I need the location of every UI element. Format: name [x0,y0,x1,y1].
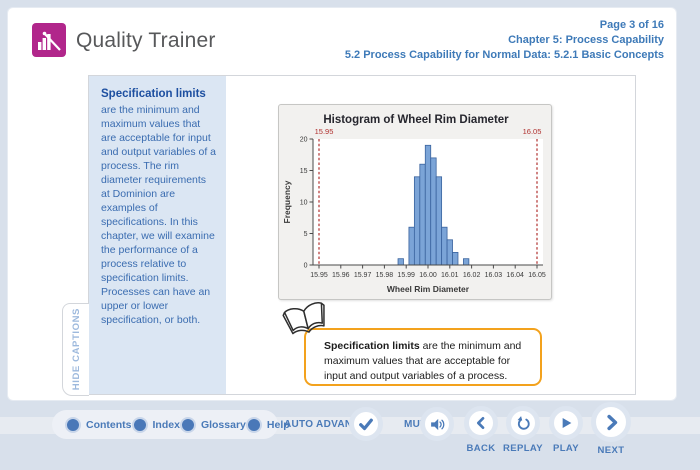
help-bullet-icon [245,416,262,433]
replay-button-group: REPLAY [493,406,553,454]
page-location-info: Page 3 of 16 Chapter 5: Process Capabili… [345,18,664,63]
hide-captions-tab[interactable]: HIDE CAPTIONS [62,303,89,396]
back-label: BACK [466,443,496,454]
page-indicator: Page 3 of 16 [599,19,664,31]
index-bullet-icon [131,416,148,433]
checkmark-icon [359,418,373,431]
svg-text:16.03: 16.03 [485,272,503,279]
back-button-group: BACK [451,406,511,454]
play-button-group: PLAY [536,406,596,454]
next-button-group: NEXT [581,402,641,456]
svg-text:Histogram of Wheel Rim Diamete: Histogram of Wheel Rim Diameter [323,114,509,126]
play-icon [562,418,572,428]
svg-text:16.01: 16.01 [441,272,459,279]
svg-text:16.05: 16.05 [528,272,546,279]
definition-text: Specification limits are the minimum and… [324,339,530,384]
svg-text:15.99: 15.99 [397,272,415,279]
svg-text:20: 20 [300,137,308,144]
svg-text:Frequency: Frequency [282,180,292,223]
play-button[interactable] [549,406,583,440]
svg-text:15.97: 15.97 [354,272,372,279]
chapter-title: Chapter 5: Process Capability [508,34,664,46]
auto-advance-label: AUTO ADVANCE [284,419,367,430]
contents-bullet-icon [65,416,81,433]
contents-label: Contents [86,418,132,431]
nav-item-glossary[interactable]: Glossary [179,416,246,433]
play-label: PLAY [552,443,580,454]
replay-button[interactable] [506,406,540,440]
chevron-right-icon [606,414,617,430]
speaker-icon [430,418,444,430]
svg-text:16.02: 16.02 [463,272,481,279]
svg-text:15.95: 15.95 [310,272,328,279]
next-label: NEXT [597,445,625,456]
definition-callout: Specification limits are the minimum and… [304,328,542,386]
definition-term: Specification limits [324,340,420,352]
help-label: Help [266,418,290,431]
section-title: 5.2 Process Capability for Normal Data: … [344,49,664,61]
svg-text:15.98: 15.98 [376,272,394,279]
svg-text:15: 15 [300,168,308,175]
svg-text:15.96: 15.96 [332,272,350,279]
auto-advance-toggle-button[interactable] [349,407,383,441]
histogram-chart: Histogram of Wheel Rim Diameter 15.95 16.0… [278,104,552,300]
lesson-content-area: Specification limits are the minimum and… [88,75,636,395]
main-card: Quality Trainer Page 3 of 16 Chapter 5: … [8,8,676,400]
quality-trainer-logo-icon [32,23,66,57]
svg-text:16.05: 16.05 [523,127,542,136]
definition-body: are the minimum and maximum values that … [324,340,522,382]
svg-text:10: 10 [300,200,308,207]
hide-captions-label: HIDE CAPTIONS [70,308,82,391]
replay-label: REPLAY [502,443,544,454]
mute-label: MUTE [404,419,434,430]
nav-item-index[interactable]: Index [131,416,180,433]
caption-body-text: are the minimum and maximum values that … [101,104,216,326]
svg-text:16.00: 16.00 [419,272,437,279]
nav-item-help[interactable]: Help [245,416,290,433]
glossary-label: Glossary [200,418,246,431]
nav-item-contents[interactable]: Contents [65,416,132,433]
mute-button[interactable] [420,407,454,441]
svg-text:15.95: 15.95 [315,127,334,136]
app-title: Quality Trainer [76,29,216,52]
chevron-left-icon [477,417,485,429]
index-label: Index [152,418,180,431]
caption-heading: Specification limits [101,88,206,100]
book-icon [282,302,325,335]
resource-nav-pill: Contents Index Glossary Help [52,410,290,439]
svg-text:5: 5 [304,231,308,238]
svg-text:Wheel Rim Diameter: Wheel Rim Diameter [387,284,470,294]
svg-text:0: 0 [304,263,308,270]
replay-icon [517,415,530,430]
back-button[interactable] [464,406,498,440]
histogram-logo-glyph [38,31,61,51]
glossary-bullet-icon [179,416,196,433]
next-button[interactable] [591,402,631,442]
caption-panel: Specification limits are the minimum and… [89,76,226,394]
svg-text:16.04: 16.04 [506,272,524,279]
